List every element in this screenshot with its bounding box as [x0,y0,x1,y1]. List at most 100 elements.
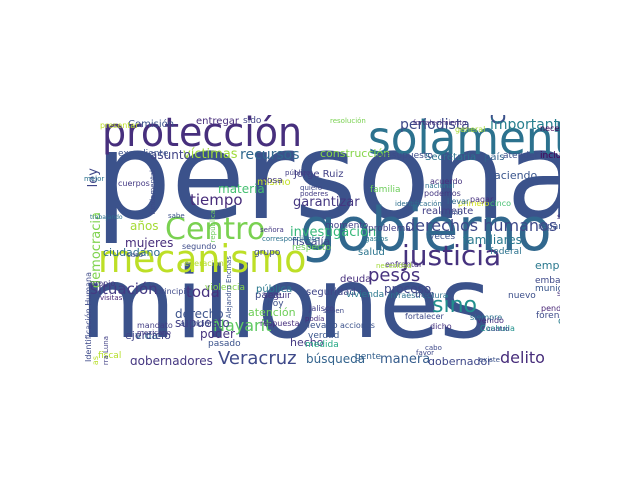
cloud-word: Centro [165,212,266,247]
cloud-word: supuesto [175,316,230,330]
cloud-word: medida [305,340,339,350]
cloud-word: violencia [205,283,246,293]
cloud-word: justicia [402,239,502,272]
cloud-word: señora [260,226,284,234]
cloud-word: asunto [150,148,191,162]
cloud-word: respuesta [260,319,300,328]
cloud-word: público [285,169,311,177]
cloud-word: bien [415,290,435,300]
cloud-word: sino [432,293,477,318]
cloud-word: recursos [240,147,300,163]
cloud-word: fundamental [149,170,157,215]
cloud-word: enfrentar [385,260,423,269]
cloud-word: materia [218,182,265,196]
cloud-word: atender [503,151,539,161]
cloud-word: trabajando [90,214,123,221]
cloud-word: existe [479,356,500,364]
cloud-word: situación [90,280,158,298]
cloud-word: cabo [425,344,442,352]
cloud-word: Federación [180,259,224,268]
cloud-word: grupo [254,248,281,258]
cloud-word: parte [255,290,282,301]
cloud-word: república [209,210,217,243]
cloud-word: proceso [384,282,432,296]
cloud-word: seguir [263,291,291,301]
cloud-word: infraestructura [388,291,448,300]
cloud-word: Jorge Ruiz [294,169,344,180]
cloud-word: siempre [470,313,503,322]
cloud-word: propio [90,279,116,288]
cloud-word: correspondiente [262,235,319,243]
cloud-word: mandato [137,321,173,330]
cloud-word: sólo [557,289,560,298]
cloud-word: dicho [430,322,452,331]
cloud-word: mujeres [125,236,174,250]
cloud-word: veces [429,232,456,242]
cloud-word: pública [256,284,293,295]
cloud-word: ciudadano [103,246,161,259]
cloud-word: derechos humanos [405,216,558,235]
cloud-word: Jalisco [309,304,335,313]
cloud-word: necesitamos [540,124,560,133]
cloud-word: pesos [368,265,421,286]
cloud-word: millones [80,247,491,361]
cloud-word: visitas [100,294,123,302]
cloud-word: gastos [365,235,389,243]
cloud-word: ejercicio [125,329,171,342]
cloud-word: forense [536,311,560,321]
cloud-word: construcción [320,147,391,160]
cloud-word: gente [355,352,382,362]
cloud-word: embargo [535,276,560,286]
cloud-word: tiempo [190,191,243,209]
cloud-word: venido [477,316,504,325]
cloud-word: investigación [290,225,377,240]
cloud-word: empresa [535,259,560,272]
cloud-word: quiero [300,184,323,192]
cloud-word: fiscalía [292,235,331,248]
cloud-word: favor [416,349,435,357]
cloud-word: presentar [100,121,139,130]
cloud-word: identificación [395,200,442,208]
cloud-word: periodista [400,117,470,133]
cloud-word: mexicano [137,329,171,337]
cloud-word: mecanismo [98,237,307,281]
cloud-word: poderes [300,190,329,198]
cloud-word: fortalecimiento [413,119,467,127]
cloud-word: cinco [490,199,511,208]
cloud-word: delito [500,348,545,366]
cloud-word: gobernador [428,355,492,365]
cloud-word: búsqueda [306,352,366,365]
cloud-word: mejor [84,175,105,183]
cloud-word: llevado [305,321,338,331]
cloud-word: Veracruz [218,348,297,366]
cloud-word: federal [490,247,522,257]
cloud-word: nuevo [508,291,536,301]
cloud-word: vida [135,329,159,342]
cloud-word: Huellas [91,356,100,365]
cloud-word: municipio [535,284,560,294]
cloud-word: incluso [540,151,560,161]
cloud-word: Alejandro Encinas [225,256,233,319]
cloud-word: derecho [175,307,224,321]
cloud-word: Nayarit [213,316,272,335]
cloud-word: acuerdo [430,177,463,186]
cloud-word: atención [180,319,215,328]
cloud-word: caso [127,251,144,259]
cloud-word: problema [368,224,411,234]
cloud-word: haciendo [487,169,538,182]
cloud-word: salud [358,247,385,258]
cloud-word: familiares [463,233,522,247]
cloud-word: nacional [425,182,455,190]
cloud-word: general [455,125,486,134]
cloud-word: años [130,219,159,233]
cloud-word: podía [305,315,325,323]
cloud-word: hecho [290,336,324,349]
cloud-word: garantizar [293,195,360,210]
cloud-word: familia [370,185,401,195]
cloud-word: cosa [262,176,283,186]
cloud-word: verdad [308,331,340,341]
cloud-word: acciones [340,321,375,330]
cloud-word: sacaron [557,212,560,221]
cloud-word: país [484,152,505,163]
